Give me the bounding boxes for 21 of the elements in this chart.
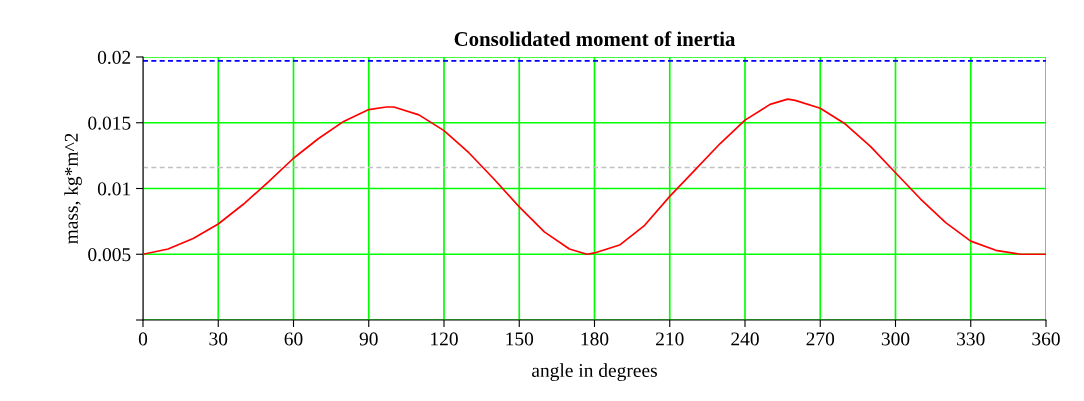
y-tick-label: 0.015 [88,116,131,130]
x-tick-label: 210 [656,332,684,346]
y-tick-label: 0.02 [97,50,131,65]
x-axis-title: angle in degrees [532,363,657,382]
x-tick-label: 270 [806,332,835,346]
y-axis-title: mass, kg*m^2 [64,133,82,244]
x-tick-label: 0 [138,332,148,346]
x-tick-label: 60 [284,332,303,346]
x-tick-label: 30 [209,332,228,346]
x-tick-label: 240 [731,332,759,346]
x-tick-label: 180 [581,332,609,346]
y-tick-label: 0.005 [88,248,131,262]
x-tick-label: 150 [506,332,534,346]
y-tick-label: 0.01 [97,182,131,196]
x-tick-label: 330 [957,332,985,346]
chart-title: Consolidated moment of inertia [454,31,736,47]
x-tick-label: 300 [881,332,910,346]
x-tick-label: 360 [1032,332,1060,346]
x-tick-label: 90 [359,332,378,346]
line-series [143,98,1046,256]
x-tick-label: 120 [431,332,458,346]
